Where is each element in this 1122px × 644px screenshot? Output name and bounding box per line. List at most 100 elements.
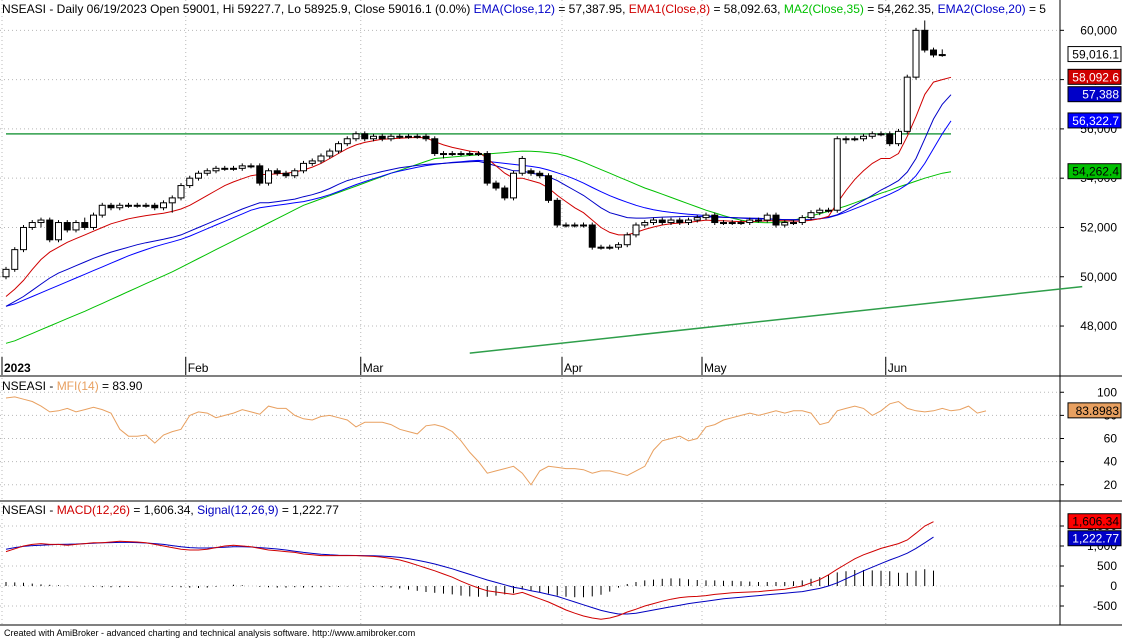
legend-mfi: NSEASI - MFI(14) = 83.90 xyxy=(2,379,143,393)
candle-body xyxy=(562,224,570,227)
candle-body xyxy=(431,138,439,155)
candle-body xyxy=(728,222,736,225)
candle-body xyxy=(326,150,334,157)
x-tick-label: May xyxy=(704,361,727,375)
candle-body xyxy=(877,133,885,136)
legend-macd: NSEASI - MACD(12,26) = 1,606.34, Signal(… xyxy=(2,503,339,517)
candle-body xyxy=(221,167,229,170)
price-label-box xyxy=(1067,513,1122,530)
candle-body xyxy=(387,135,395,140)
candle-body xyxy=(265,170,272,184)
candle-body xyxy=(107,204,115,209)
candle-body xyxy=(238,165,246,169)
y-tick-label: 40 xyxy=(1104,455,1118,469)
candle-body xyxy=(343,138,351,145)
candle-body xyxy=(177,185,185,199)
candles-group xyxy=(2,20,946,280)
candle-body xyxy=(256,165,264,184)
legend-entry: MACD(12,26) xyxy=(57,503,130,517)
candle-body xyxy=(571,224,579,227)
candle-body xyxy=(763,214,771,221)
price-label-box xyxy=(1067,68,1122,85)
candle-body xyxy=(702,214,710,219)
y-tick-label: 500 xyxy=(1097,559,1117,573)
trendline-support xyxy=(469,285,1083,354)
legend-entry: = 1,222.77 xyxy=(279,503,340,517)
candle-body xyxy=(282,172,290,177)
candle-body xyxy=(405,135,412,138)
legend-entry: NSEASI - Daily 06/19/2023 Open 59001, Hi… xyxy=(2,2,470,16)
candle-body xyxy=(501,187,509,199)
x-tick-label: Apr xyxy=(564,361,583,375)
candle-body xyxy=(291,170,299,177)
candle-body xyxy=(212,167,220,172)
candle-body xyxy=(921,29,929,51)
candle-body xyxy=(2,268,10,278)
candle-body xyxy=(352,133,360,140)
candle-body xyxy=(720,222,727,225)
x-tick-label: 2023 xyxy=(4,361,31,375)
candle-body xyxy=(816,209,824,214)
candle-body xyxy=(711,214,719,224)
price-label: 1,606.34 xyxy=(1072,515,1119,529)
candle-body xyxy=(667,219,675,224)
candle-body xyxy=(475,153,482,156)
candle-body xyxy=(370,135,377,140)
legend-entry: MFI(14) xyxy=(57,379,99,393)
legend-entry: NSEASI - xyxy=(2,503,57,517)
candle-body xyxy=(98,204,106,216)
candle-body xyxy=(851,138,859,141)
candle-body xyxy=(440,153,447,156)
candle-body xyxy=(650,219,657,224)
candle-body xyxy=(903,76,911,132)
candle-body xyxy=(483,153,491,184)
candle-body xyxy=(168,197,176,204)
candle-body xyxy=(448,153,456,156)
chart-title: NSEASI - Daily 06/19/2023 Open 59001, Hi… xyxy=(2,2,1046,16)
legend-entry: = 5 xyxy=(1029,2,1046,16)
candle-body xyxy=(615,244,622,248)
price-label-box xyxy=(1067,402,1122,419)
legend-entry: EMA2(Close,20) xyxy=(934,2,1029,16)
candle-body xyxy=(273,170,281,174)
candle-body xyxy=(133,204,141,207)
legend-entry: = 58,092.63, xyxy=(713,2,780,16)
candle-body xyxy=(597,246,605,249)
candle-body xyxy=(545,175,552,201)
series-line-macd xyxy=(5,521,934,620)
price-label-box xyxy=(1067,163,1122,180)
candle-body xyxy=(413,135,421,138)
footer-credit: Created with AmiBroker - advanced charti… xyxy=(4,628,415,638)
price-label-box xyxy=(1067,530,1122,547)
legend-entry: EMA1(Close,8) xyxy=(625,2,713,16)
candle-body xyxy=(912,29,920,78)
candle-body xyxy=(693,217,701,221)
y-tick-label: 100 xyxy=(1097,385,1117,399)
candle-body xyxy=(527,170,535,174)
price-label: 83.8983 xyxy=(1076,404,1120,418)
y-tick-label: -500 xyxy=(1093,599,1117,613)
price-label-box xyxy=(1067,46,1122,63)
candle-body xyxy=(63,222,71,231)
candle-body xyxy=(308,160,316,164)
candle-body xyxy=(72,222,80,231)
candle-body xyxy=(422,135,430,140)
candle-body xyxy=(825,209,832,212)
legend-entry: Signal(12,26,9) xyxy=(197,503,278,517)
candle-body xyxy=(790,222,797,225)
candle-body xyxy=(842,138,850,141)
candle-body xyxy=(466,153,474,156)
candle-body xyxy=(125,204,132,207)
legend-entry: NSEASI - xyxy=(2,379,57,393)
x-tick-label: Feb xyxy=(188,361,209,375)
legend-entry: EMA(Close,12) xyxy=(470,2,558,16)
candle-body xyxy=(81,222,89,228)
candle-body xyxy=(860,135,867,140)
candle-body xyxy=(772,214,780,226)
y-tick-label: 20 xyxy=(1104,478,1118,492)
candle-body xyxy=(895,130,902,145)
candle-body xyxy=(203,170,211,174)
